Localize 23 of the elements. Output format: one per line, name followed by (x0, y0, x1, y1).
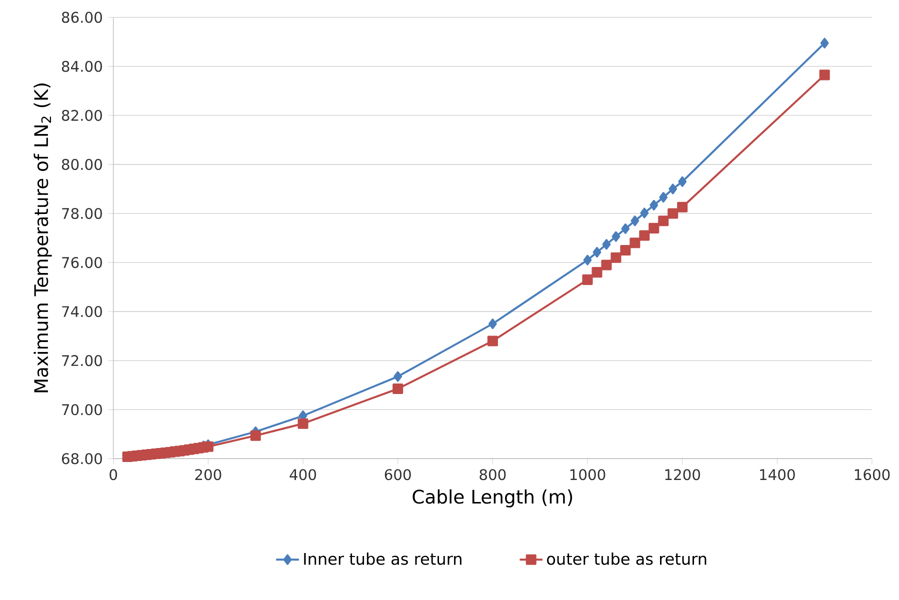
x-tick-label: 1000 (570, 469, 606, 480)
y-tick-label: 86.00 (62, 12, 102, 23)
legend-label: Inner tube as return (304, 552, 462, 565)
y-tick-label: 68.00 (62, 453, 102, 464)
x-axis-title: Cable Length (m) (412, 489, 572, 508)
y-axis-title: Maximum Temperature of LN$_{2}$ (K) (34, 84, 52, 392)
x-tick-label: 1200 (665, 469, 700, 480)
y-tick-label: 74.00 (62, 306, 102, 318)
y-tick-label: 70.00 (62, 404, 102, 416)
x-tick-label: 1400 (760, 469, 795, 480)
y-tick-label: 80.00 (62, 158, 102, 170)
y-tick-label: 84.00 (62, 60, 102, 72)
x-tick-label: 1600 (854, 469, 890, 480)
x-tick-label: 600 (384, 469, 411, 480)
y-tick-label: 78.00 (62, 208, 102, 220)
y-tick-label: 72.00 (62, 355, 102, 366)
x-tick-label: 200 (195, 469, 222, 480)
x-tick-label: 800 (480, 469, 506, 480)
x-tick-label: 0 (110, 469, 118, 480)
legend-label: outer tube as return (547, 552, 706, 565)
y-tick-label: 76.00 (62, 256, 102, 268)
x-tick-label: 400 (290, 469, 316, 480)
y-tick-label: 82.00 (62, 110, 102, 121)
